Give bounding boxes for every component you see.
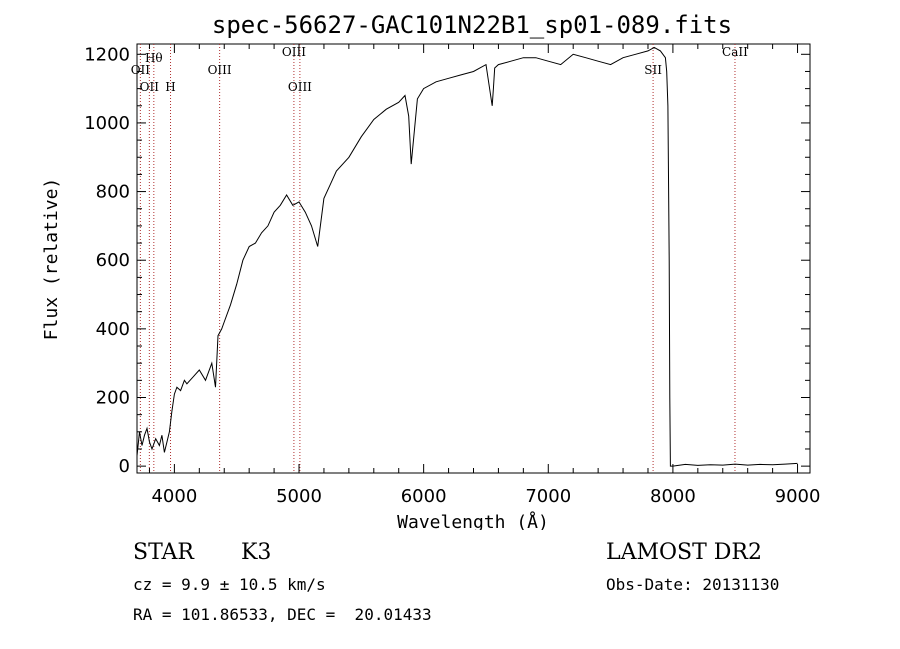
y-tick-label: 1000	[84, 113, 130, 134]
x-tick-label: 5000	[276, 486, 322, 507]
x-axis-ticks: 4000 5000 6000 7000 8000 9000	[148, 44, 821, 507]
emission-line-label: OIII	[282, 45, 306, 59]
emission-line-label: CaII	[722, 45, 748, 59]
plot-frame	[136, 43, 811, 474]
x-tick-label: 4000	[151, 486, 197, 507]
y-axis-ticks: 0 200 400 600 800 1000 1200	[84, 44, 810, 477]
x-axis-label: Wavelength (Å)	[397, 511, 549, 530]
y-tick-label: 600	[96, 250, 130, 271]
y-tick-label: 800	[96, 182, 130, 203]
emission-line-label: OIII	[208, 63, 232, 77]
y-tick-label: 200	[96, 387, 130, 408]
emission-line-label: OII	[140, 80, 160, 94]
chart-title: spec-56627-GAC101N22B1_sp01-089.fits	[212, 11, 732, 39]
coordinates-readout: RA = 101.86533, DEC = 20.01433	[133, 605, 432, 624]
redshift-readout: cz = 9.9 ± 10.5 km/s	[133, 575, 326, 594]
obs-date-readout: Obs-Date: 20131130	[606, 575, 780, 594]
emission-line-label: H	[165, 80, 175, 94]
spectrum-chart: spec-56627-GAC101N22B1_sp01-089.fits OII…	[41, 11, 821, 530]
x-tick-label: 6000	[401, 486, 447, 507]
x-tick-label: 9000	[775, 486, 821, 507]
emission-line-label: SII	[644, 63, 662, 77]
object-type-label: STAR	[133, 540, 194, 565]
y-tick-label: 1200	[84, 44, 130, 65]
y-axis-label: Flux (relative)	[41, 178, 62, 341]
spectrum-line	[136, 46, 798, 467]
emission-line-label: OII	[131, 63, 151, 77]
subclass-label: K3	[241, 540, 272, 565]
survey-label: LAMOST DR2	[606, 540, 762, 565]
emission-line-label: Hθ	[145, 51, 163, 65]
y-tick-label: 400	[96, 319, 130, 340]
emission-line-label: OIII	[288, 80, 312, 94]
y-tick-label: 0	[119, 456, 130, 477]
x-tick-label: 8000	[650, 486, 696, 507]
x-tick-label: 7000	[525, 486, 571, 507]
